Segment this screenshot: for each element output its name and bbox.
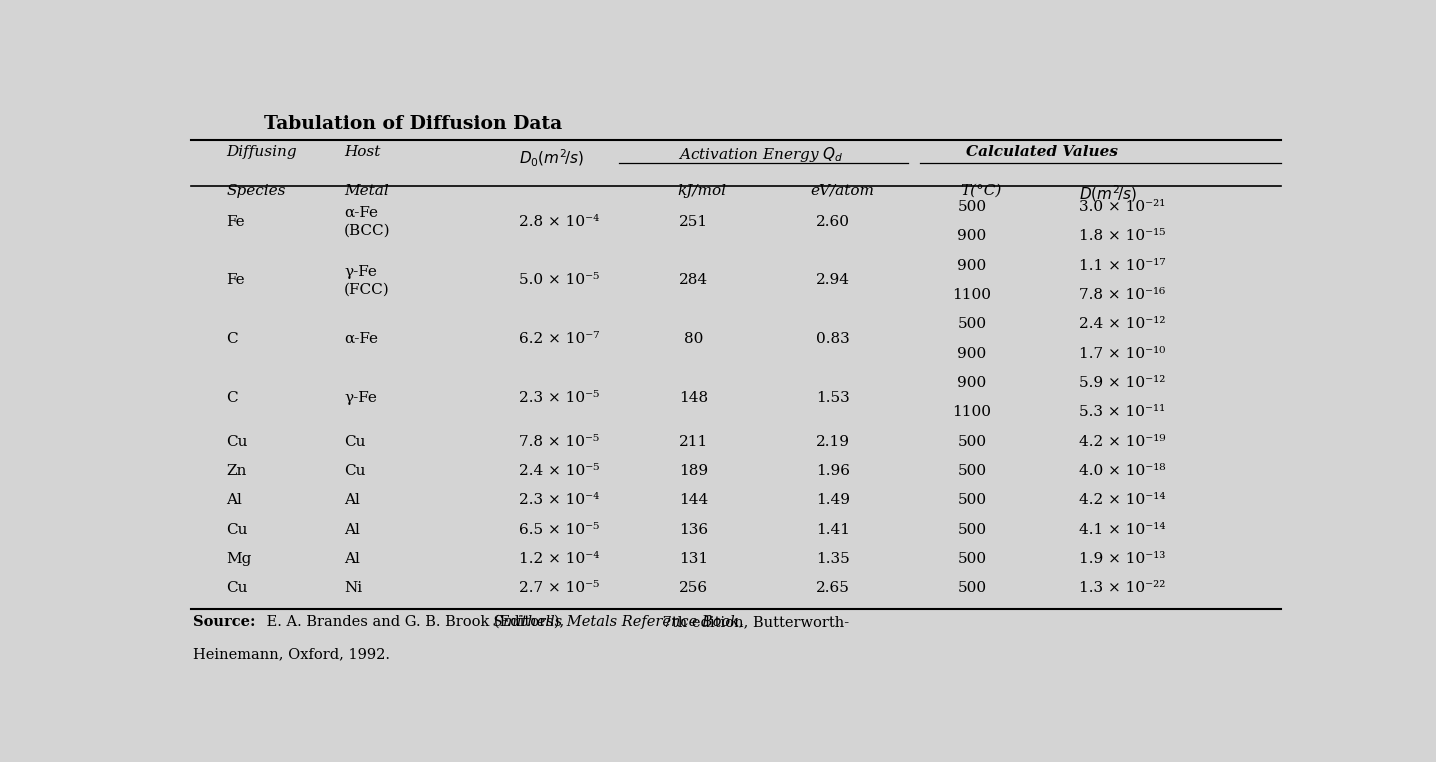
Text: Calculated Values: Calculated Values xyxy=(966,146,1119,159)
Text: C: C xyxy=(227,332,238,346)
Text: Cu: Cu xyxy=(345,435,366,449)
Text: 500: 500 xyxy=(958,494,987,507)
Text: 2.8 × 10⁻⁴: 2.8 × 10⁻⁴ xyxy=(518,215,599,229)
Text: Cu: Cu xyxy=(227,523,248,536)
Text: Metal: Metal xyxy=(345,184,389,197)
Text: 500: 500 xyxy=(958,581,987,595)
Text: Al: Al xyxy=(345,494,360,507)
Text: 80: 80 xyxy=(684,332,704,346)
Text: Al: Al xyxy=(227,494,243,507)
Text: 1.53: 1.53 xyxy=(816,391,850,405)
Text: 4.1 × 10⁻¹⁴: 4.1 × 10⁻¹⁴ xyxy=(1078,523,1165,536)
Text: 900: 900 xyxy=(958,229,987,243)
Text: 3.0 × 10⁻²¹: 3.0 × 10⁻²¹ xyxy=(1078,200,1165,214)
Text: 2.4 × 10⁻⁵: 2.4 × 10⁻⁵ xyxy=(518,464,599,478)
Text: γ-Fe: γ-Fe xyxy=(345,264,378,279)
Text: 7.8 × 10⁻¹⁶: 7.8 × 10⁻¹⁶ xyxy=(1078,288,1165,302)
Text: 1.2 × 10⁻⁴: 1.2 × 10⁻⁴ xyxy=(518,552,599,566)
Text: Heinemann, Oxford, 1992.: Heinemann, Oxford, 1992. xyxy=(192,647,389,661)
Text: 1.41: 1.41 xyxy=(816,523,850,536)
Text: Fe: Fe xyxy=(227,215,246,229)
Text: 1.35: 1.35 xyxy=(816,552,850,566)
Text: 2.65: 2.65 xyxy=(816,581,850,595)
Text: Fe: Fe xyxy=(227,274,246,287)
Text: 1100: 1100 xyxy=(952,288,991,302)
Text: Smithells Metals Reference Book,: Smithells Metals Reference Book, xyxy=(494,615,744,629)
Text: 1.1 × 10⁻¹⁷: 1.1 × 10⁻¹⁷ xyxy=(1078,259,1165,273)
Text: Zn: Zn xyxy=(227,464,247,478)
Text: 7.8 × 10⁻⁵: 7.8 × 10⁻⁵ xyxy=(518,435,599,449)
Text: α-Fe: α-Fe xyxy=(345,206,378,220)
Text: Ni: Ni xyxy=(345,581,362,595)
Text: Cu: Cu xyxy=(227,581,248,595)
Text: 6.2 × 10⁻⁷: 6.2 × 10⁻⁷ xyxy=(518,332,599,346)
Text: 500: 500 xyxy=(958,435,987,449)
Text: 0.83: 0.83 xyxy=(816,332,850,346)
Text: 900: 900 xyxy=(958,347,987,360)
Text: Diffusing: Diffusing xyxy=(227,146,297,159)
Text: 2.4 × 10⁻¹²: 2.4 × 10⁻¹² xyxy=(1078,318,1165,331)
Text: 1.3 × 10⁻²²: 1.3 × 10⁻²² xyxy=(1078,581,1165,595)
Text: 4.2 × 10⁻¹⁴: 4.2 × 10⁻¹⁴ xyxy=(1078,494,1165,507)
Text: 2.60: 2.60 xyxy=(816,215,850,229)
Text: Mg: Mg xyxy=(227,552,251,566)
Text: 1.8 × 10⁻¹⁵: 1.8 × 10⁻¹⁵ xyxy=(1078,229,1165,243)
Text: 500: 500 xyxy=(958,318,987,331)
Text: 131: 131 xyxy=(679,552,708,566)
Text: 900: 900 xyxy=(958,259,987,273)
Text: 4.2 × 10⁻¹⁹: 4.2 × 10⁻¹⁹ xyxy=(1078,435,1165,449)
Text: 1.7 × 10⁻¹⁰: 1.7 × 10⁻¹⁰ xyxy=(1078,347,1165,360)
Text: 5.0 × 10⁻⁵: 5.0 × 10⁻⁵ xyxy=(518,274,599,287)
Text: 1100: 1100 xyxy=(952,405,991,419)
Text: eV/atom: eV/atom xyxy=(810,184,875,197)
Text: Cu: Cu xyxy=(227,435,248,449)
Text: 256: 256 xyxy=(679,581,708,595)
Text: 148: 148 xyxy=(679,391,708,405)
Text: Source:: Source: xyxy=(192,615,256,629)
Text: E. A. Brandes and G. B. Brook (Editors),: E. A. Brandes and G. B. Brook (Editors), xyxy=(261,615,569,629)
Text: Cu: Cu xyxy=(345,464,366,478)
Text: 1.96: 1.96 xyxy=(816,464,850,478)
Text: Al: Al xyxy=(345,523,360,536)
Text: Tabulation of Diffusion Data: Tabulation of Diffusion Data xyxy=(264,115,563,133)
Text: 5.9 × 10⁻¹²: 5.9 × 10⁻¹² xyxy=(1078,376,1165,390)
Text: T(°C): T(°C) xyxy=(961,184,1002,197)
Text: C: C xyxy=(227,391,238,405)
Text: $D(m^2\!/s)$: $D(m^2\!/s)$ xyxy=(1078,184,1136,204)
Text: 900: 900 xyxy=(958,376,987,390)
Text: 2.94: 2.94 xyxy=(816,274,850,287)
Text: 5.3 × 10⁻¹¹: 5.3 × 10⁻¹¹ xyxy=(1078,405,1165,419)
Text: γ-Fe: γ-Fe xyxy=(345,391,378,405)
Text: 189: 189 xyxy=(679,464,708,478)
Text: 500: 500 xyxy=(958,552,987,566)
Text: Species: Species xyxy=(227,184,286,197)
Text: Al: Al xyxy=(345,552,360,566)
Text: 144: 144 xyxy=(679,494,708,507)
Text: (BCC): (BCC) xyxy=(345,223,391,238)
Text: 136: 136 xyxy=(679,523,708,536)
Text: 7th edition, Butterworth-: 7th edition, Butterworth- xyxy=(658,615,849,629)
Text: 6.5 × 10⁻⁵: 6.5 × 10⁻⁵ xyxy=(518,523,599,536)
Text: 1.9 × 10⁻¹³: 1.9 × 10⁻¹³ xyxy=(1078,552,1165,566)
Text: 2.3 × 10⁻⁵: 2.3 × 10⁻⁵ xyxy=(518,391,599,405)
Text: 211: 211 xyxy=(679,435,708,449)
Text: (FCC): (FCC) xyxy=(345,282,391,296)
Text: 2.19: 2.19 xyxy=(816,435,850,449)
Text: 500: 500 xyxy=(958,523,987,536)
Text: kJ/mol: kJ/mol xyxy=(676,184,727,197)
Text: 500: 500 xyxy=(958,200,987,214)
Text: α-Fe: α-Fe xyxy=(345,332,378,346)
Text: Activation Energy $Q_d$: Activation Energy $Q_d$ xyxy=(678,146,843,165)
Text: 2.7 × 10⁻⁵: 2.7 × 10⁻⁵ xyxy=(518,581,599,595)
Text: 500: 500 xyxy=(958,464,987,478)
Text: 284: 284 xyxy=(679,274,708,287)
Text: 1.49: 1.49 xyxy=(816,494,850,507)
Text: 251: 251 xyxy=(679,215,708,229)
Text: 4.0 × 10⁻¹⁸: 4.0 × 10⁻¹⁸ xyxy=(1078,464,1165,478)
Text: 2.3 × 10⁻⁴: 2.3 × 10⁻⁴ xyxy=(518,494,599,507)
Text: $D_0(m^2\!/s)$: $D_0(m^2\!/s)$ xyxy=(518,148,584,169)
Text: Host: Host xyxy=(345,146,381,159)
